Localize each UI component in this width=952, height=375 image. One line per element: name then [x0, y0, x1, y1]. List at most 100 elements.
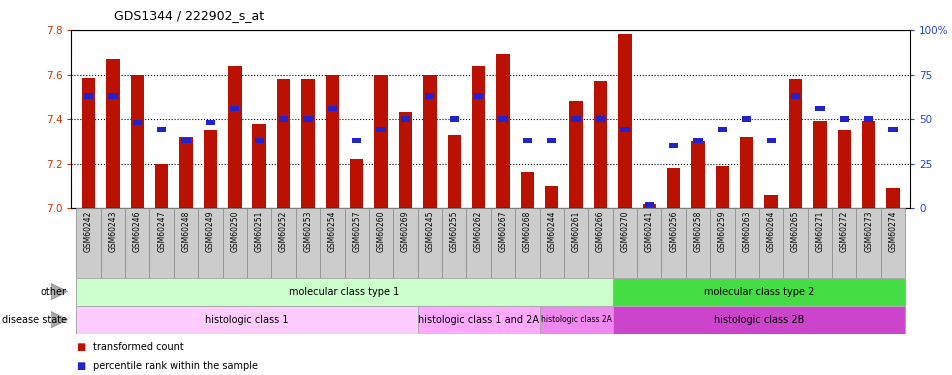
Bar [181, 138, 190, 143]
Bar [320, 208, 345, 278]
Bar [101, 208, 125, 278]
Bar [125, 208, 149, 278]
Bar [709, 208, 734, 278]
Bar [587, 208, 612, 278]
Bar [473, 93, 483, 99]
Text: GSM60243: GSM60243 [109, 210, 117, 252]
Text: GSM60257: GSM60257 [352, 210, 361, 252]
Bar [417, 306, 539, 334]
Text: histologic class 2B: histologic class 2B [713, 315, 803, 325]
Polygon shape [50, 311, 68, 328]
Bar [301, 79, 314, 208]
Text: GSM60272: GSM60272 [839, 210, 848, 252]
Bar [228, 66, 241, 208]
Bar [179, 137, 192, 208]
Text: GSM60254: GSM60254 [327, 210, 336, 252]
Text: other: other [41, 286, 67, 297]
Bar [545, 186, 558, 208]
Bar [417, 208, 442, 278]
Bar [173, 208, 198, 278]
Text: molecular class type 2: molecular class type 2 [703, 286, 813, 297]
Text: GSM60252: GSM60252 [279, 210, 288, 252]
Text: GSM60250: GSM60250 [230, 210, 239, 252]
Bar [520, 172, 533, 208]
Text: histologic class 1 and 2A: histologic class 1 and 2A [418, 315, 539, 325]
Bar [885, 188, 899, 208]
Bar [401, 116, 409, 122]
Bar [76, 278, 612, 306]
Text: ■: ■ [76, 361, 86, 370]
Text: histologic class 2A: histologic class 2A [540, 315, 611, 324]
Bar [685, 208, 709, 278]
Bar [831, 208, 856, 278]
Bar [447, 135, 461, 208]
Text: GSM60251: GSM60251 [254, 210, 264, 252]
Bar [790, 93, 800, 99]
Bar [82, 78, 95, 208]
Text: GSM60249: GSM60249 [206, 210, 215, 252]
Bar [349, 159, 363, 208]
Bar [564, 208, 587, 278]
Bar [490, 208, 515, 278]
Text: GSM60273: GSM60273 [863, 210, 872, 252]
Bar [351, 138, 361, 143]
Bar [880, 208, 904, 278]
Text: GSM60241: GSM60241 [645, 210, 653, 252]
Bar [595, 116, 605, 122]
Bar [345, 208, 368, 278]
Bar [157, 127, 167, 132]
Bar [593, 81, 606, 208]
Bar [106, 59, 120, 208]
Bar [271, 208, 295, 278]
Bar [76, 306, 417, 334]
Text: GSM60245: GSM60245 [425, 210, 434, 252]
Bar [571, 116, 580, 122]
Bar [376, 127, 386, 132]
Bar [715, 166, 728, 208]
Text: GSM60259: GSM60259 [717, 210, 726, 252]
Bar [783, 208, 807, 278]
Text: GSM60269: GSM60269 [401, 210, 409, 252]
Text: GSM60270: GSM60270 [620, 210, 628, 252]
Bar [109, 93, 117, 99]
Bar [734, 208, 758, 278]
Bar [666, 168, 680, 208]
Bar [644, 202, 653, 207]
Text: GSM60262: GSM60262 [473, 210, 483, 252]
Bar [661, 208, 685, 278]
Bar [612, 278, 904, 306]
Text: GSM60248: GSM60248 [182, 210, 190, 252]
Bar [254, 138, 264, 143]
Bar [863, 116, 872, 122]
Bar [471, 66, 485, 208]
Bar [327, 106, 337, 111]
Bar [279, 116, 288, 122]
Bar [788, 79, 802, 208]
Bar [812, 121, 825, 208]
Bar [523, 138, 531, 143]
Text: disease state: disease state [2, 315, 67, 325]
Bar [368, 208, 393, 278]
Bar [568, 101, 583, 208]
Bar [247, 208, 271, 278]
Bar [837, 130, 850, 208]
Bar [326, 75, 339, 208]
Bar [765, 138, 775, 143]
Bar [839, 116, 848, 122]
Bar [223, 208, 247, 278]
Bar [636, 208, 661, 278]
Bar [539, 306, 612, 334]
Text: ■: ■ [76, 342, 86, 352]
Text: percentile rank within the sample: percentile rank within the sample [93, 361, 258, 370]
Bar [498, 116, 507, 122]
Bar [252, 123, 266, 208]
Bar [515, 208, 539, 278]
Bar [620, 127, 629, 132]
Bar [642, 204, 655, 208]
Text: GSM60266: GSM60266 [595, 210, 605, 252]
Text: GSM60247: GSM60247 [157, 210, 166, 252]
Text: GSM60260: GSM60260 [376, 210, 386, 252]
Bar [206, 120, 215, 125]
Bar [295, 208, 320, 278]
Text: transformed count: transformed count [93, 342, 184, 352]
